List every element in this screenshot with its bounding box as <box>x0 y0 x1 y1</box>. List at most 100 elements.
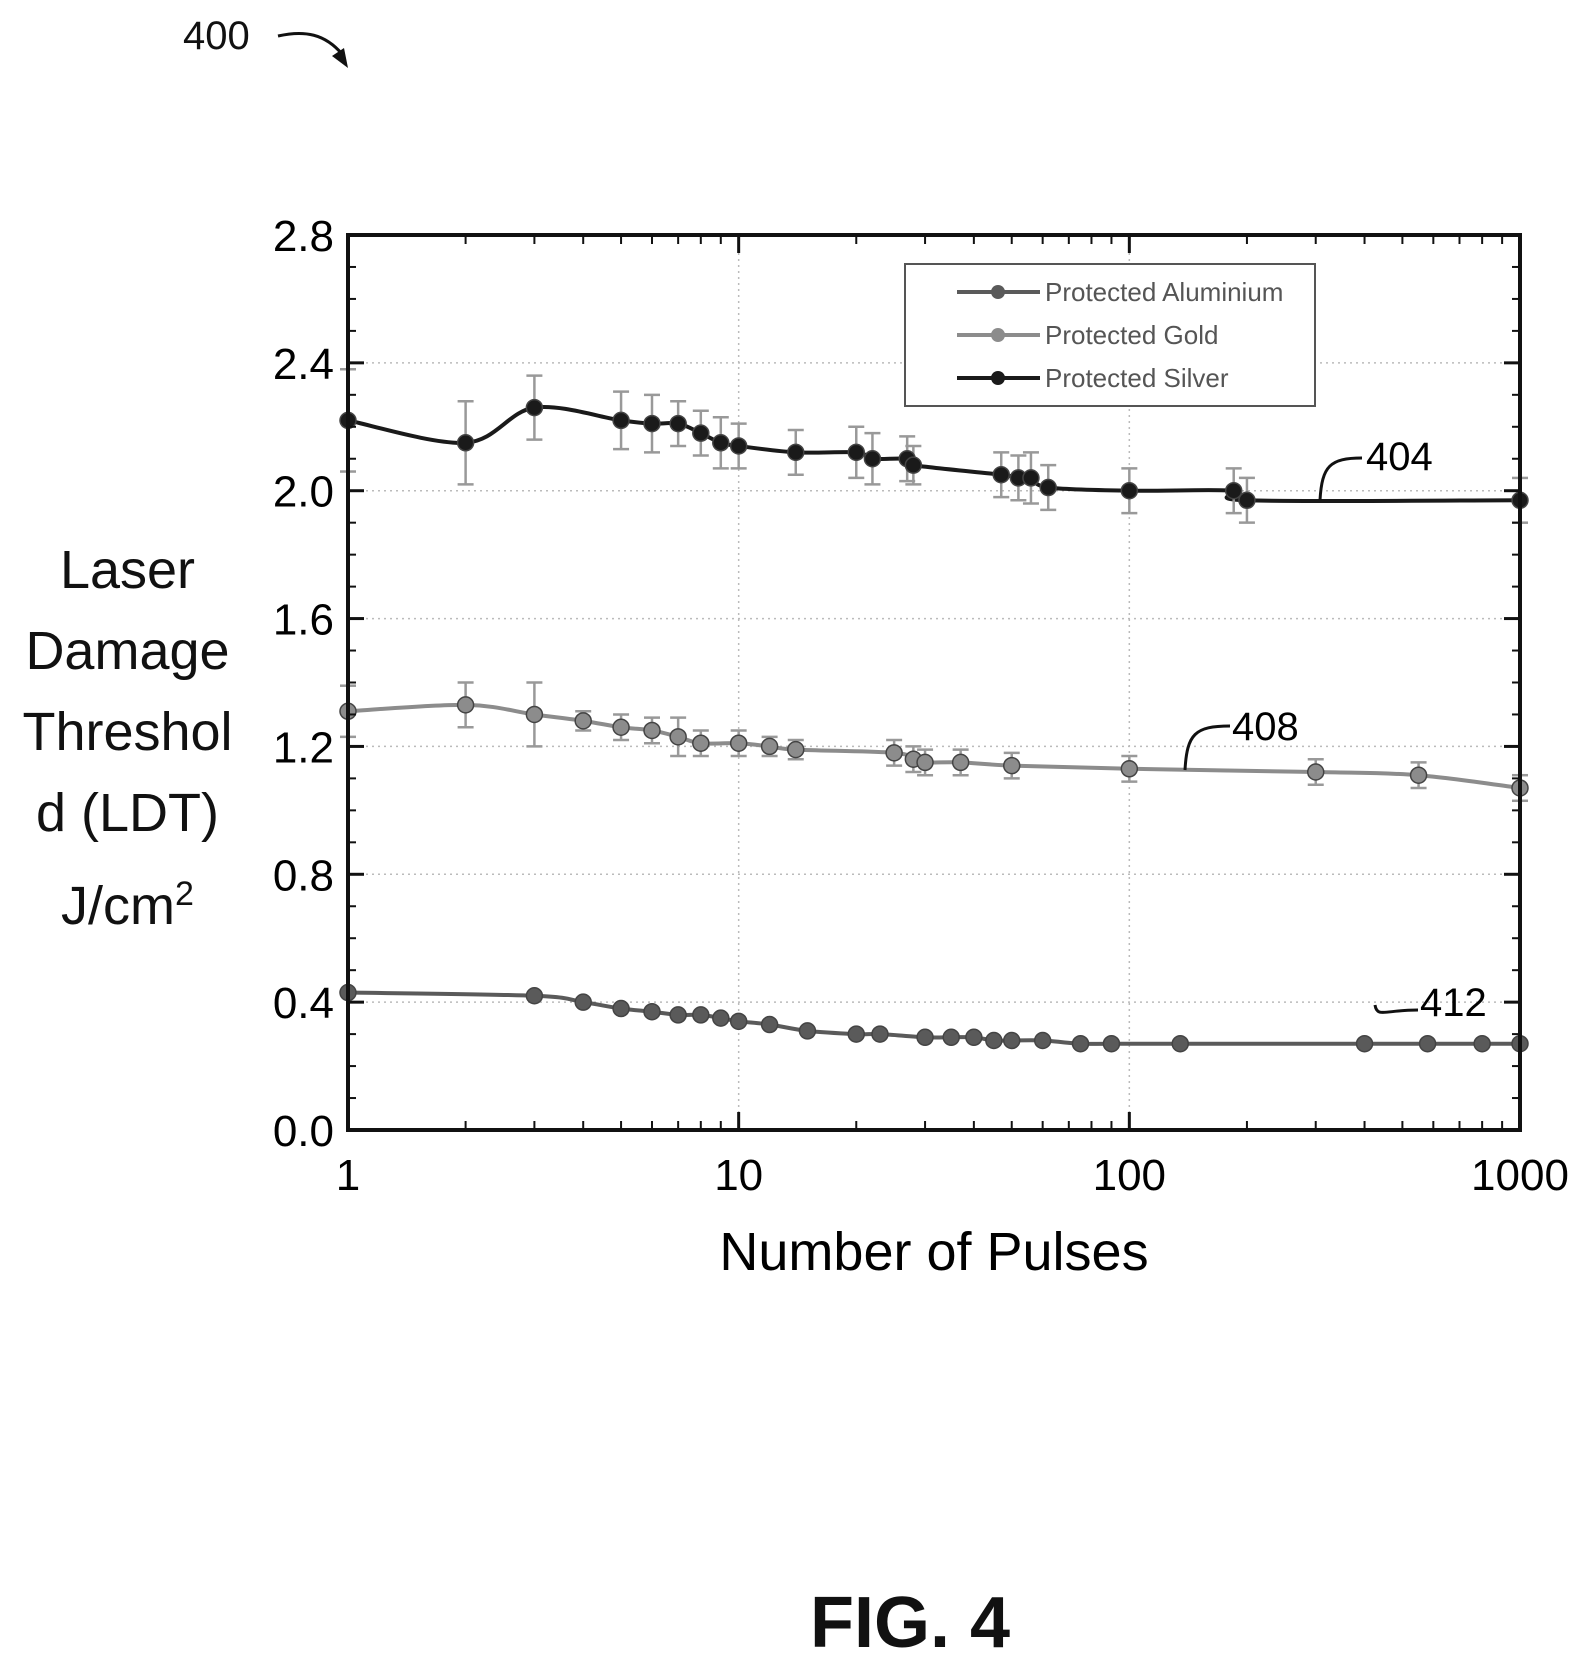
data-point <box>1071 1034 1090 1053</box>
x-tick-label: 100 <box>1093 1151 1166 1200</box>
data-point <box>1039 478 1057 497</box>
series-reference-label: 408 <box>1232 705 1299 749</box>
series-reference-label: 404 <box>1366 435 1433 479</box>
legend-entry: Protected Aluminium <box>1045 277 1283 307</box>
series-protected-aluminium <box>339 983 1529 1053</box>
data-point <box>1120 760 1139 778</box>
data-point <box>643 414 661 433</box>
reference-arrow-icon <box>277 32 348 68</box>
y-tick-label: 2.0 <box>273 468 334 517</box>
data-point <box>992 465 1010 484</box>
data-point <box>847 443 866 462</box>
data-point <box>885 744 903 762</box>
data-point <box>1033 1031 1052 1050</box>
data-point <box>951 753 970 772</box>
data-point <box>669 1006 687 1024</box>
y-tick-label: 0.0 <box>273 1107 334 1156</box>
data-point <box>1418 1034 1437 1053</box>
data-point <box>1002 756 1021 775</box>
data-point <box>525 398 544 417</box>
y-axis-unit: J/cm <box>61 876 176 936</box>
data-point <box>729 437 748 455</box>
figure-caption: FIG. 4 <box>810 1583 1011 1663</box>
series-protected-silver <box>339 368 1529 524</box>
data-point <box>760 1015 779 1034</box>
x-tick-label: 1000 <box>1471 1151 1569 1200</box>
y-tick-label: 2.8 <box>273 212 334 261</box>
data-point <box>760 737 779 756</box>
y-tick-label: 0.4 <box>273 979 334 1028</box>
y-axis-label-line: Threshol <box>22 702 233 762</box>
data-point <box>798 1022 817 1040</box>
data-point <box>942 1028 960 1047</box>
data-point <box>847 1025 866 1043</box>
legend-entry: Protected Gold <box>1045 320 1218 350</box>
data-point <box>692 734 710 752</box>
series-protected-gold <box>339 681 1529 803</box>
data-point <box>916 1028 934 1047</box>
data-point <box>1473 1034 1491 1053</box>
y-axis-label-line: d (LDT) <box>35 783 219 843</box>
data-point <box>985 1031 1003 1050</box>
reference-leader-line <box>1318 456 1363 501</box>
data-point <box>574 993 592 1011</box>
x-tick-label: 10 <box>714 1151 763 1200</box>
legend-swatch-marker <box>991 285 1005 299</box>
legend-swatch-marker <box>991 371 1005 385</box>
data-point <box>1355 1034 1374 1053</box>
data-point <box>669 414 687 433</box>
series-reference-label: 412 <box>1420 981 1487 1025</box>
data-point <box>787 443 805 462</box>
figure-reference-label: 400 <box>183 14 250 58</box>
reference-leader-line <box>1373 1004 1419 1014</box>
data-point <box>1171 1034 1190 1053</box>
x-axis-label: Number of Pulses <box>719 1222 1148 1282</box>
data-point <box>712 434 730 452</box>
data-point <box>863 450 882 468</box>
data-point <box>729 734 748 752</box>
y-axis-label-line: J/cm2 <box>0 854 255 947</box>
data-point <box>787 740 805 759</box>
data-point <box>1224 481 1243 500</box>
y-axis-unit-superscript: 2 <box>175 875 194 913</box>
data-point <box>729 1012 748 1031</box>
data-point <box>965 1028 983 1047</box>
data-point <box>712 1009 730 1027</box>
data-point <box>692 1006 710 1024</box>
y-tick-label: 1.2 <box>273 723 334 772</box>
y-tick-label: 1.6 <box>273 596 334 645</box>
y-axis-label-line: Damage <box>25 621 230 681</box>
data-point <box>1409 766 1428 784</box>
data-point <box>1102 1034 1121 1053</box>
data-point <box>612 718 630 736</box>
data-point <box>1002 1031 1021 1050</box>
data-point <box>1022 469 1040 487</box>
ldt-line-chart: 0.0 0.4 0.8 1.2 1.6 2.0 2.4 2.8 1 10 100 1000 Numbe… <box>273 212 1569 1282</box>
data-point <box>1306 763 1325 781</box>
data-point <box>643 721 661 740</box>
y-tick-label: 2.4 <box>273 340 334 389</box>
grid-lines <box>348 235 1520 1130</box>
legend-entry: Protected Silver <box>1045 363 1229 393</box>
x-tick-label: 1 <box>336 1151 360 1200</box>
series-line <box>347 404 1521 504</box>
data-point <box>692 424 710 442</box>
data-point <box>643 1002 661 1021</box>
data-point <box>1120 481 1139 500</box>
data-point <box>669 728 687 746</box>
data-point <box>456 696 475 714</box>
y-tick-label: 0.8 <box>273 851 334 900</box>
reference-leader-line <box>1183 724 1231 771</box>
data-point <box>525 987 544 1005</box>
data-point <box>456 434 475 452</box>
data-point <box>871 1025 889 1043</box>
data-point <box>574 712 592 730</box>
series-layer <box>339 368 1529 1053</box>
data-point <box>1238 491 1256 510</box>
axis-ticks <box>346 233 1522 1132</box>
series-reference-labels: 412 408 404 <box>1183 435 1487 1025</box>
y-axis-label: Laser Damage Threshol d (LDT) J/cm2 <box>0 530 255 947</box>
series-line <box>347 990 1520 1046</box>
legend: Protected Aluminium Protected Gold Protect… <box>904 263 1316 407</box>
